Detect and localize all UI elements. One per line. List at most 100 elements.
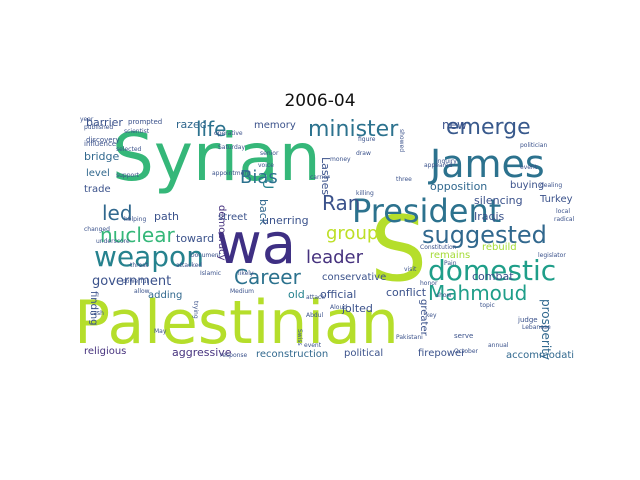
cloud-word: cash [90, 310, 104, 317]
cloud-word: senior [260, 150, 279, 157]
cloud-word: influence [84, 140, 117, 148]
cloud-word: Saturday [218, 144, 246, 151]
cloud-word: reconstruction [256, 349, 329, 360]
cloud-word: operative [214, 130, 243, 137]
cloud-word: accommodation [506, 350, 574, 361]
cloud-word: James [430, 142, 545, 186]
cloud-word: underscore [96, 238, 130, 245]
cloud-word: Medium [230, 288, 254, 295]
cloud-word: three [396, 176, 412, 183]
cloud-word: firepower [418, 348, 466, 359]
cloud-word: Syrian [112, 119, 321, 196]
cloud-word: religious [84, 346, 127, 357]
cloud-word: radical [554, 216, 574, 223]
cloud-word: finding [88, 291, 99, 326]
cloud-word: judge [518, 316, 538, 324]
cloud-word: buying [510, 180, 545, 191]
cloud-word: government [92, 274, 172, 289]
cloud-word: nuclear [100, 223, 175, 247]
cloud-word: event [304, 342, 322, 349]
cloud-word: razed [176, 118, 207, 131]
cloud-word: helping [124, 216, 147, 223]
cloud-word: year [80, 117, 94, 123]
cloud-word: response [220, 352, 248, 359]
cloud-word: dealing [540, 182, 563, 189]
cloud-word: old [288, 288, 305, 301]
cloud-word: money [330, 156, 351, 163]
cloud-word: Pain [444, 260, 457, 267]
cloud-word: prompted [128, 118, 163, 126]
cloud-word: voice [258, 162, 274, 169]
cloud-word: selected [116, 146, 142, 153]
cloud-word: draw [356, 150, 371, 157]
cloud-word: powerful [122, 278, 149, 285]
cloud-word: show [436, 292, 452, 299]
cloud-word: key [426, 312, 437, 319]
cloud-word: Aloud [330, 304, 348, 311]
cloud-word: conflict [386, 286, 427, 299]
cloud-word: appointment [212, 170, 251, 177]
cloud-word: memory [254, 120, 296, 131]
cloud-word: suggested [422, 221, 547, 249]
cloud-word: remains [430, 250, 471, 261]
cloud-word: conservative [322, 272, 387, 283]
cloud-word: U [259, 179, 275, 190]
cloud-word: S [370, 197, 428, 302]
cloud-word: weapon [94, 240, 204, 273]
cloud-word: wa [216, 212, 297, 277]
cloud-word: inquiry [436, 158, 457, 165]
cloud-word: unerring [262, 214, 309, 227]
cloud-word: political [344, 348, 384, 359]
cloud-word: led [102, 201, 133, 225]
cloud-word: politician [520, 142, 548, 149]
cloud-word: group [326, 223, 379, 244]
cloud-word: street [218, 212, 248, 223]
word-cloud: Palestinian Syrian wa S James President domest… [80, 117, 574, 364]
cloud-word: life [196, 117, 227, 141]
cloud-word: attacked [176, 262, 203, 269]
cloud-word: trying [192, 301, 199, 319]
cloud-word: bridge [84, 150, 120, 163]
cloud-word: appeared [424, 162, 453, 169]
cloud-word: honor [420, 280, 438, 287]
cloud-word: Swiss [296, 329, 303, 346]
cloud-word: local [556, 208, 570, 215]
cloud-word: killing [356, 190, 374, 197]
cloud-word: opposition [430, 180, 488, 193]
cloud-word: legislator [538, 252, 566, 259]
cloud-word: support [116, 172, 140, 179]
cloud-word: level [86, 168, 110, 179]
cloud-word: scientist [124, 128, 150, 135]
cloud-word: Document [190, 252, 222, 259]
cloud-word: Career [234, 265, 301, 289]
cloud-word: Turkey [540, 194, 573, 205]
cloud-word: Iraqis [474, 210, 505, 223]
cloud-word: October [454, 348, 479, 355]
cloud-word: Abdul [306, 312, 324, 319]
cloud-word: Ran [322, 191, 361, 215]
cloud-word: leader [306, 247, 364, 268]
cloud-word: domestic [428, 254, 557, 287]
cloud-word: official [320, 288, 357, 301]
cloud-word: aggressive [172, 346, 232, 359]
cloud-word: showed [398, 129, 405, 153]
cloud-word: Bias [240, 167, 278, 188]
cloud-word: adding [148, 290, 183, 301]
cloud-word: event [520, 164, 538, 171]
cloud-word: May [154, 328, 167, 335]
cloud-word: Pakistani [396, 334, 423, 341]
cloud-word: path [154, 210, 180, 223]
cloud-word: figure [358, 136, 376, 143]
cloud-word: carrier [310, 174, 330, 181]
cloud-word: Mahmoud [428, 281, 528, 305]
cloud-word: likely [238, 270, 254, 277]
cloud-word: toward [176, 232, 215, 245]
cloud-word: Lebanese [522, 324, 551, 331]
cloud-word: barrier [86, 117, 123, 129]
cloud-title: 2006-04 [284, 91, 356, 111]
cloud-word: new [442, 118, 467, 132]
cloud-word: Constitution [420, 244, 457, 251]
cloud-word: emerge [446, 117, 531, 140]
cloud-word: published [84, 124, 114, 131]
cloud-word: rebuild [482, 242, 517, 253]
